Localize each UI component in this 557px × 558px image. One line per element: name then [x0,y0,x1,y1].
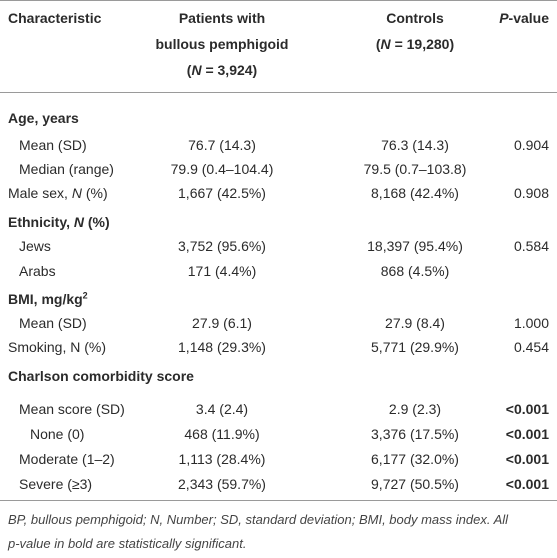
text-run: Moderate (1–2) [19,451,115,467]
value-cell: 2.9 (2.3) [388,401,442,417]
section-label: BMI, mg/kg2 [8,290,88,308]
value-cell: 6,177 (32.0%) [371,451,459,467]
italic-run: P [499,10,509,26]
text-run: None (0) [30,426,85,442]
bottom-rule [0,500,557,501]
header-cell: bullous pemphigoid [156,35,289,53]
value-cell: 9,727 (50.5%) [371,476,459,492]
p-value: 0.584 [513,238,549,254]
text-run: Smoking, N (%) [8,339,107,355]
p-value: 0.908 [513,185,549,201]
value-cell: 27.9 (8.4) [385,315,445,331]
text-run: Severe (≥3) [19,476,93,492]
row-label: Male sex, N (%) [8,184,108,202]
text-run: Mean score (SD) [19,401,125,417]
header-cell: Controls [386,9,444,27]
section-label: Age, years [8,109,79,127]
value-cell: 76.3 (14.3) [381,137,449,153]
text-run: Controls [386,10,444,26]
value-cell: 2,343 (59.7%) [178,476,266,492]
row-label: Median (range) [19,160,114,178]
value-cell: 27.9 (6.1) [192,315,252,331]
row-label: None (0) [30,425,84,443]
value-cell: 3,752 (95.6%) [178,238,266,254]
row-label: Moderate (1–2) [19,450,115,468]
italic-run: N [73,214,84,230]
text-run: Mean (SD) [19,137,87,153]
top-rule [0,0,557,1]
text-run: (%) [83,214,110,230]
p-value: <0.001 [505,426,549,442]
text-run: Arabs [19,263,56,279]
text-run: = 19,280) [390,36,455,52]
section-label: Ethnicity, N (%) [8,213,110,231]
text-run: Age, years [8,110,79,126]
text-run: Male sex, [8,185,72,201]
italic-run: N [71,185,82,201]
header-cell: Patients with [179,9,265,27]
value-cell: 1,667 (42.5%) [178,185,266,201]
text-run: Jews [19,238,51,254]
text-run: (%) [81,185,108,201]
p-value: 0.904 [513,137,549,153]
italic-run: N [380,36,391,52]
row-label: Mean (SD) [19,314,87,332]
value-cell: 3,376 (17.5%) [371,426,459,442]
row-label: Mean score (SD) [19,400,125,418]
value-cell: 1,113 (28.4%) [178,451,266,467]
text-run: Characteristic [8,10,102,26]
value-cell: 3.4 (2.4) [195,401,249,417]
header-rule [0,92,557,93]
value-cell: 1,148 (29.3%) [178,339,266,355]
value-cell: 171 (4.4%) [187,263,257,279]
text-run: -value [508,10,549,26]
text-run: ( [186,62,192,78]
value-cell: 18,397 (95.4%) [367,238,463,254]
value-cell: 8,168 (42.4%) [371,185,459,201]
header-cell: P-value [499,9,549,27]
value-cell: 76.7 (14.3) [188,137,256,153]
text-run: bullous pemphigoid [155,36,289,52]
p-value: <0.001 [505,451,549,467]
footnote: BP, bullous pemphigoid; N, Number; SD, s… [8,512,509,527]
header-cell: Characteristic [8,9,101,27]
header-cell: (N = 3,924) [187,61,257,79]
p-value: <0.001 [505,401,549,417]
row-label: Smoking, N (%) [8,338,106,356]
value-cell: 468 (11.9%) [184,426,260,442]
value-cell: 79.9 (0.4–104.4) [170,161,274,177]
row-label: Jews [19,237,51,255]
text-run: Mean (SD) [19,315,87,331]
text-run: = 3,924) [201,62,258,78]
text-run: Ethnicity, [8,214,74,230]
text-run: Patients with [178,10,266,26]
text-run: Charlson comorbidity score [8,368,194,384]
text-run: BMI, mg/kg [8,291,83,307]
row-label: Arabs [19,262,56,280]
value-cell: 79.5 (0.7–103.8) [363,161,467,177]
footnote: p-value in bold are statistically signif… [8,536,247,551]
p-value: <0.001 [505,476,549,492]
row-label: Mean (SD) [19,136,87,154]
section-label: Charlson comorbidity score [8,367,194,385]
value-cell: 868 (4.5%) [380,263,450,279]
header-cell: (N = 19,280) [376,35,454,53]
p-value: 1.000 [513,315,549,331]
superscript: 2 [82,290,88,301]
text-run: ( [375,36,381,52]
value-cell: 5,771 (29.9%) [371,339,459,355]
row-label: Severe (≥3) [19,475,92,493]
text-run: Median (range) [19,161,114,177]
italic-run: N [191,62,202,78]
p-value: 0.454 [513,339,549,355]
